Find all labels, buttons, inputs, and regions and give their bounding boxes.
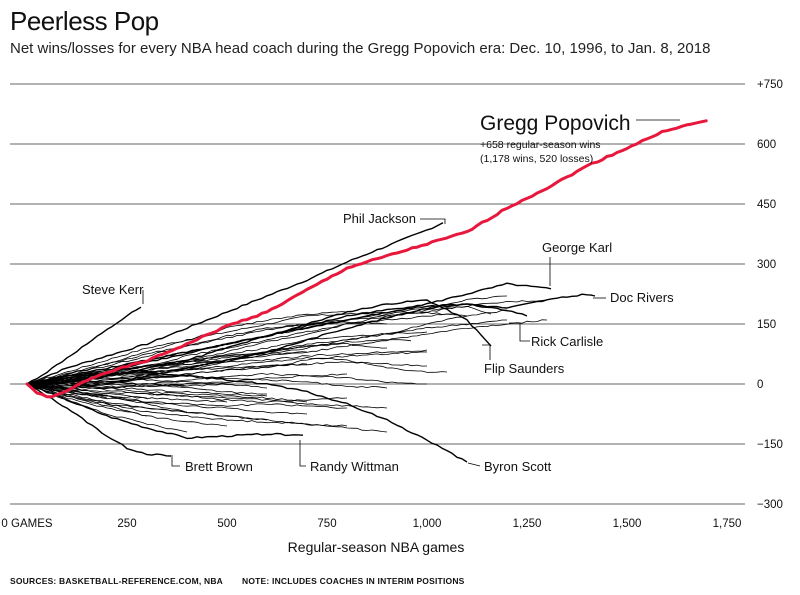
y-tick-label: 150 (757, 319, 776, 331)
leader-line (509, 322, 530, 342)
coach-line (27, 382, 268, 397)
x-tick-label: 0 GAMES (1, 518, 52, 530)
label-doc-rivers: Doc Rivers (610, 290, 674, 305)
sources-note: SOURCES: BASKETBALL-REFERENCE.COM, NBA (10, 576, 224, 586)
coach-line-rick-carlisle (26, 303, 528, 385)
leader-line (171, 455, 180, 467)
x-tick-label: 750 (317, 518, 336, 530)
label-randy-wittman: Randy Wittman (310, 459, 399, 474)
label-flip-saunders: Flip Saunders (484, 361, 565, 376)
y-tick-label: −150 (757, 439, 783, 451)
x-tick-label: 1,500 (613, 518, 642, 530)
y-tick-label: 0 (757, 379, 763, 391)
coach-line-flip-saunders (26, 299, 492, 385)
label-phil-jackson: Phil Jackson (343, 211, 416, 226)
label-steve-kerr: Steve Kerr (82, 282, 144, 297)
popovich-record-note: (1,178 wins, 520 losses) (480, 153, 593, 165)
leader-line (299, 440, 306, 467)
coach-line (26, 380, 267, 395)
chart-subtitle: Net wins/losses for every NBA head coach… (10, 40, 711, 57)
coach-line (26, 383, 228, 403)
x-tick-label: 250 (117, 518, 136, 530)
label-gregg-popovich: Gregg Popovich (480, 112, 631, 135)
coach-line-doc-rivers (26, 293, 596, 390)
x-tick-label: 500 (217, 518, 236, 530)
coach-line (26, 319, 548, 385)
y-tick-label: +750 (757, 79, 783, 91)
coach-line (26, 383, 348, 427)
coach-line-randy-wittman (26, 383, 304, 440)
leader-line (467, 462, 481, 467)
popovich-wins-note: +658 regular-season wins (480, 139, 601, 151)
x-tick-label: 1,000 (413, 518, 442, 530)
methodology-note: NOTE: INCLUDES COACHES IN INTERIM POSITI… (242, 576, 465, 586)
coach-line (26, 382, 308, 403)
x-tick-label: 1,250 (513, 518, 542, 530)
leader-line (420, 218, 446, 224)
coach-line-steve-kerr (26, 306, 142, 385)
leader-line (482, 344, 491, 360)
coach-line (26, 375, 188, 387)
coach-line (26, 383, 228, 427)
coach-line (26, 311, 348, 385)
x-axis-label: Regular-season NBA games (288, 539, 465, 555)
label-brett-brown: Brett Brown (185, 459, 253, 474)
label-byron-scott: Byron Scott (484, 459, 552, 474)
popovich-line (25, 119, 708, 399)
label-rick-carlisle: Rick Carlisle (531, 334, 603, 349)
x-tick-label: 1,750 (713, 518, 742, 530)
coach-line (26, 383, 148, 417)
y-tick-label: 600 (757, 139, 776, 151)
coach-line (26, 383, 188, 413)
coach-line (26, 383, 308, 415)
coach-line (26, 299, 548, 385)
chart-title: Peerless Pop (10, 6, 159, 36)
label-george-karl: George Karl (542, 240, 612, 255)
y-tick-label: −300 (757, 499, 783, 511)
y-tick-label: 300 (757, 259, 776, 271)
coach-line-phil-jackson (26, 222, 444, 385)
y-tick-label: 450 (757, 199, 776, 211)
